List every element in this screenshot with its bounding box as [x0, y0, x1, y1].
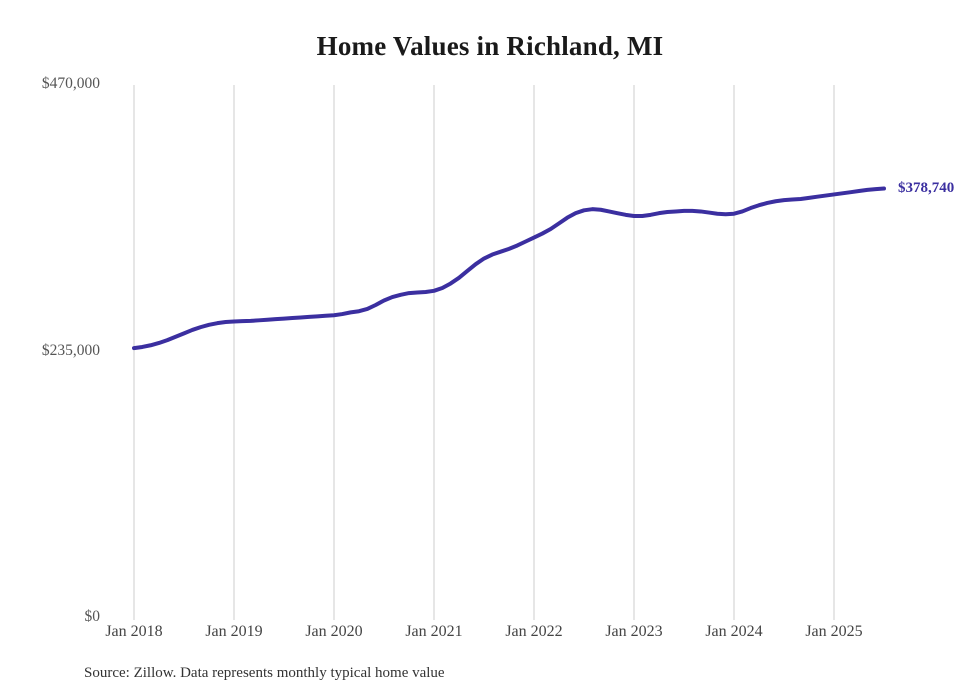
source-note: Source: Zillow. Data represents monthly …	[84, 665, 445, 681]
chart-title: Home Values in Richland, MI	[316, 31, 664, 61]
y-axis-tick-label: $470,000	[41, 75, 100, 92]
x-axis-tick-label: Jan 2025	[805, 623, 863, 640]
x-axis-tick-label: Jan 2018	[105, 623, 163, 640]
y-axis-tick-label: $0	[84, 608, 101, 625]
x-axis-tick-label: Jan 2024	[705, 623, 763, 640]
data-line-typical-home-value	[132, 186, 886, 351]
y-axis-tick-label: $235,000	[41, 341, 100, 359]
x-axis-tick-label: Jan 2020	[305, 623, 363, 640]
x-axis-tick-label: Jan 2023	[605, 623, 663, 640]
x-axis-tick-label: Jan 2021	[405, 623, 463, 640]
x-axis-tick-label: Jan 2022	[505, 623, 563, 640]
end-value-annotation: $378,740	[898, 180, 955, 197]
x-axis-tick-label: Jan 2019	[205, 623, 263, 640]
